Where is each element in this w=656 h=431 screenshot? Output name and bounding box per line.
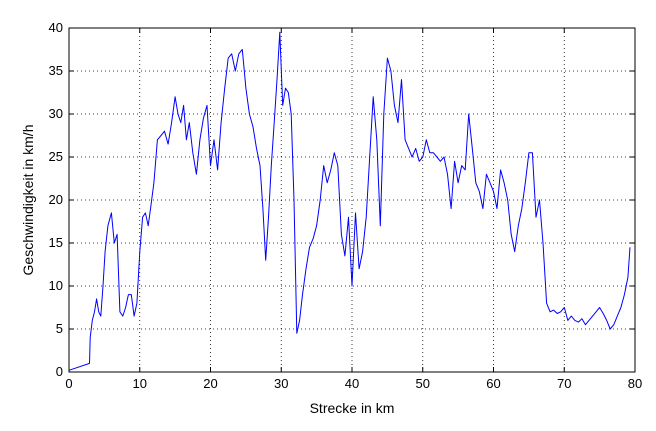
x-tick-label: 20 — [203, 376, 217, 391]
y-tick-label: 30 — [49, 106, 63, 121]
x-tick-label: 30 — [274, 376, 288, 391]
x-tick-label: 50 — [416, 376, 430, 391]
x-tick-label: 0 — [65, 376, 72, 391]
x-tick-label: 40 — [345, 376, 359, 391]
x-tick-labels: 0 10 20 30 40 50 60 70 80 — [65, 376, 642, 391]
y-tick-label: 35 — [49, 63, 63, 78]
x-tick-label: 10 — [133, 376, 147, 391]
grid — [69, 28, 635, 372]
plot-frame — [68, 27, 636, 373]
y-tick-label: 0 — [56, 364, 63, 379]
y-tick-label: 40 — [49, 20, 63, 35]
x-tick-label: 80 — [628, 376, 642, 391]
y-tick-label: 20 — [49, 192, 63, 207]
series-line — [68, 31, 631, 371]
y-axis-label: Geschwindigkeit in km/h — [20, 125, 36, 276]
y-tick-labels: 0 5 10 15 20 25 30 35 40 — [49, 20, 63, 379]
y-tick-label: 10 — [49, 278, 63, 293]
x-axis-label: Strecke in km — [310, 400, 395, 416]
y-tick-label: 15 — [49, 235, 63, 250]
x-tick-label: 60 — [486, 376, 500, 391]
y-tick-label: 5 — [56, 321, 63, 336]
x-tick-label: 70 — [557, 376, 571, 391]
series-layer — [68, 31, 631, 371]
y-tick-label: 25 — [49, 149, 63, 164]
